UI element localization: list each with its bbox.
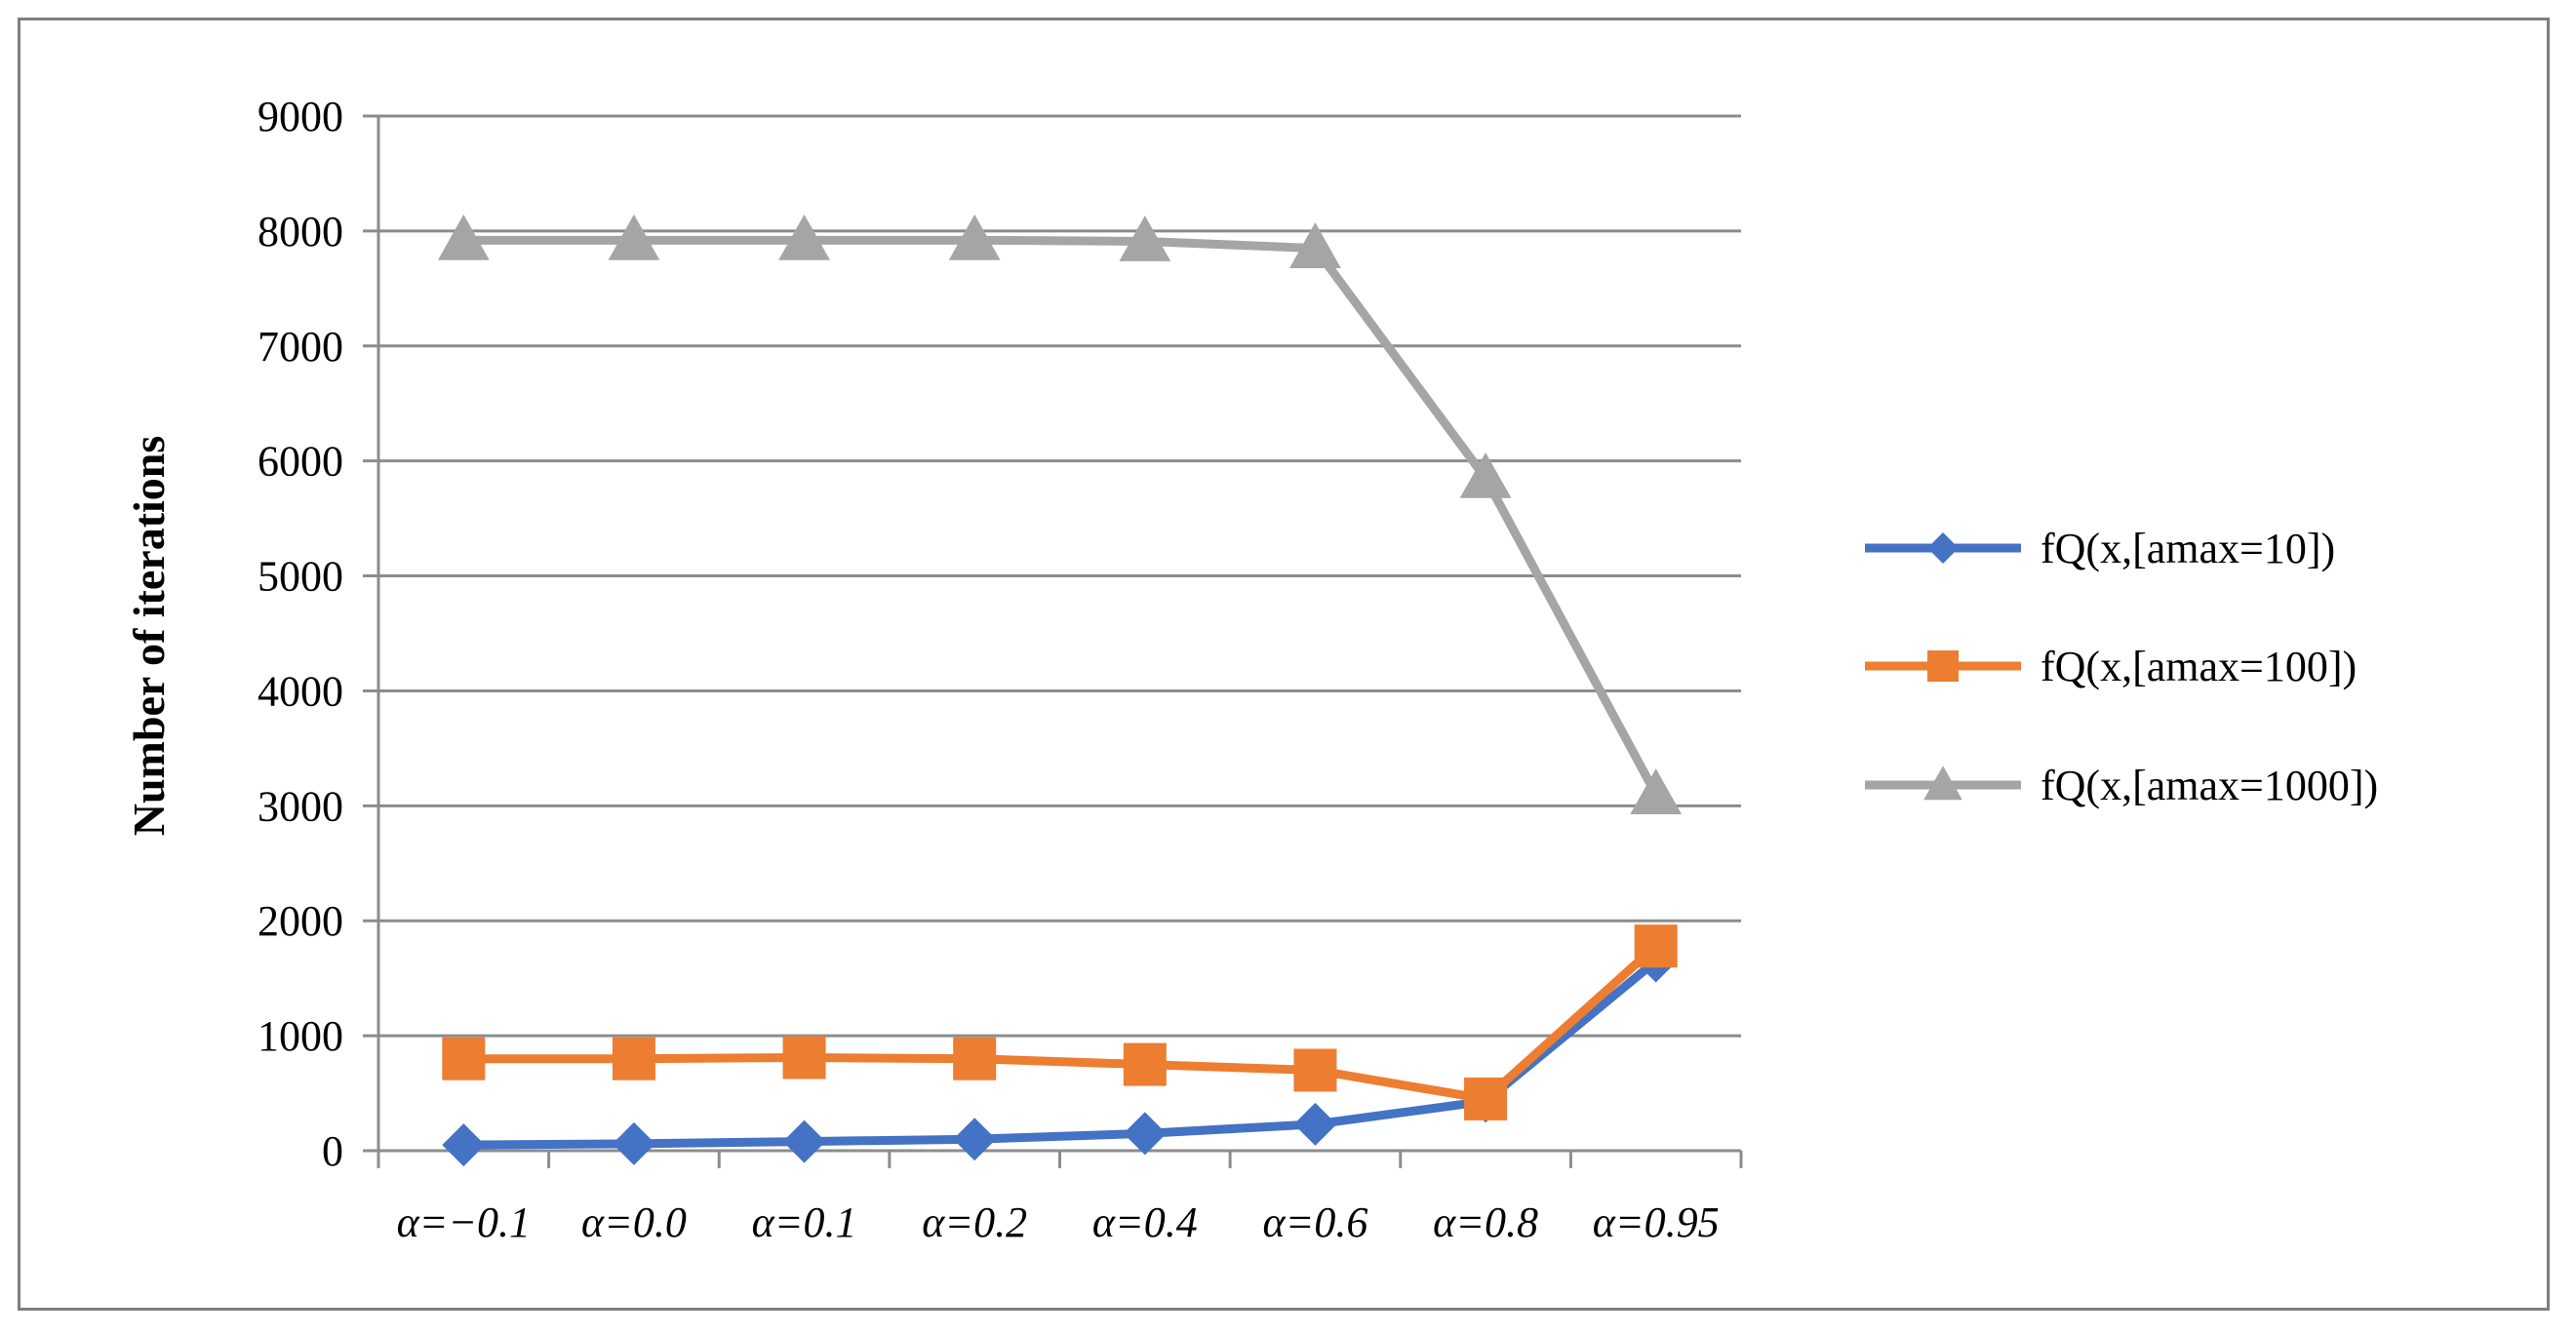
- data-point: [612, 1121, 655, 1165]
- legend-entry: fQ(x,[amax=1000]): [1865, 762, 2378, 809]
- data-point: [948, 214, 1001, 260]
- y-tick-label: 4000: [258, 667, 343, 715]
- legend-marker: [1927, 650, 1959, 682]
- legend-entry: fQ(x,[amax=10]): [1865, 525, 2335, 572]
- y-tick-label: 5000: [258, 553, 343, 601]
- series-line: [463, 235, 1660, 797]
- legend: fQ(x,[amax=10]) fQ(x,[amax=100]) fQ(x,[ama…: [1865, 525, 2378, 809]
- data-point: [782, 1119, 826, 1163]
- series-line: [463, 942, 1659, 1104]
- data-point: [1123, 1042, 1167, 1086]
- x-tick-label: α=−0.1: [397, 1198, 531, 1246]
- data-point: [612, 1037, 655, 1080]
- data-point: [778, 214, 830, 260]
- y-tick-label: 1000: [258, 1012, 343, 1060]
- x-tick-labels: α=−0.1 α=0.0 α=0.1 α=0.2 α=0.4 α=0.6 α=0.8 α=0.…: [397, 1198, 1720, 1246]
- legend-marker: [1927, 532, 1959, 564]
- y-tick-label: 8000: [258, 208, 343, 255]
- data-point: [1123, 1112, 1167, 1156]
- series-2: [442, 924, 1678, 1120]
- data-point: [1119, 216, 1171, 261]
- x-tick-label: α=0.4: [1092, 1198, 1198, 1246]
- y-tick-label: 2000: [258, 897, 343, 945]
- y-axis-title: Number of iterations: [124, 436, 174, 837]
- x-tick-label: α=0.1: [752, 1198, 857, 1246]
- gridlines: [363, 114, 1741, 1153]
- legend-marker: [1923, 766, 1962, 801]
- x-tick-label: α=0.95: [1593, 1198, 1720, 1246]
- data-point: [953, 1118, 997, 1161]
- y-tick-labels: 0 1000 2000 3000 4000 5000 6000 7000 8000 9000: [258, 93, 343, 1175]
- data-point: [442, 1123, 486, 1167]
- legend-label: fQ(x,[amax=10]): [2041, 525, 2335, 572]
- chart-frame: [18, 18, 2550, 1311]
- x-tick-label: α=0.2: [922, 1198, 1027, 1246]
- series-lines: [437, 214, 1683, 1167]
- data-point: [442, 1037, 486, 1080]
- y-tick-label: 3000: [258, 782, 343, 830]
- y-tick-label: 6000: [258, 438, 343, 486]
- data-point: [1634, 924, 1678, 968]
- legend-label: fQ(x,[amax=100]): [2041, 643, 2357, 690]
- series-3: [437, 214, 1683, 814]
- data-point: [1464, 1077, 1508, 1120]
- legend-entry: fQ(x,[amax=100]): [1865, 643, 2357, 690]
- x-tick-label: α=0.0: [581, 1198, 687, 1246]
- data-point: [782, 1036, 826, 1080]
- data-point: [1459, 452, 1512, 498]
- axes: [376, 116, 1743, 1168]
- x-tick-label: α=0.6: [1263, 1198, 1368, 1246]
- data-point: [1289, 222, 1341, 268]
- data-point: [1630, 768, 1683, 814]
- y-tick-label: 7000: [258, 323, 343, 371]
- data-point: [1293, 1048, 1337, 1092]
- legend-label: fQ(x,[amax=1000]): [2041, 762, 2378, 809]
- y-tick-label: 9000: [258, 93, 343, 140]
- data-point: [953, 1037, 997, 1080]
- data-point: [608, 214, 660, 260]
- data-point: [437, 214, 490, 260]
- data-point: [1293, 1102, 1337, 1146]
- y-tick-label: 0: [322, 1127, 343, 1175]
- series-line: [463, 958, 1659, 1150]
- x-tick-label: α=0.8: [1433, 1198, 1538, 1246]
